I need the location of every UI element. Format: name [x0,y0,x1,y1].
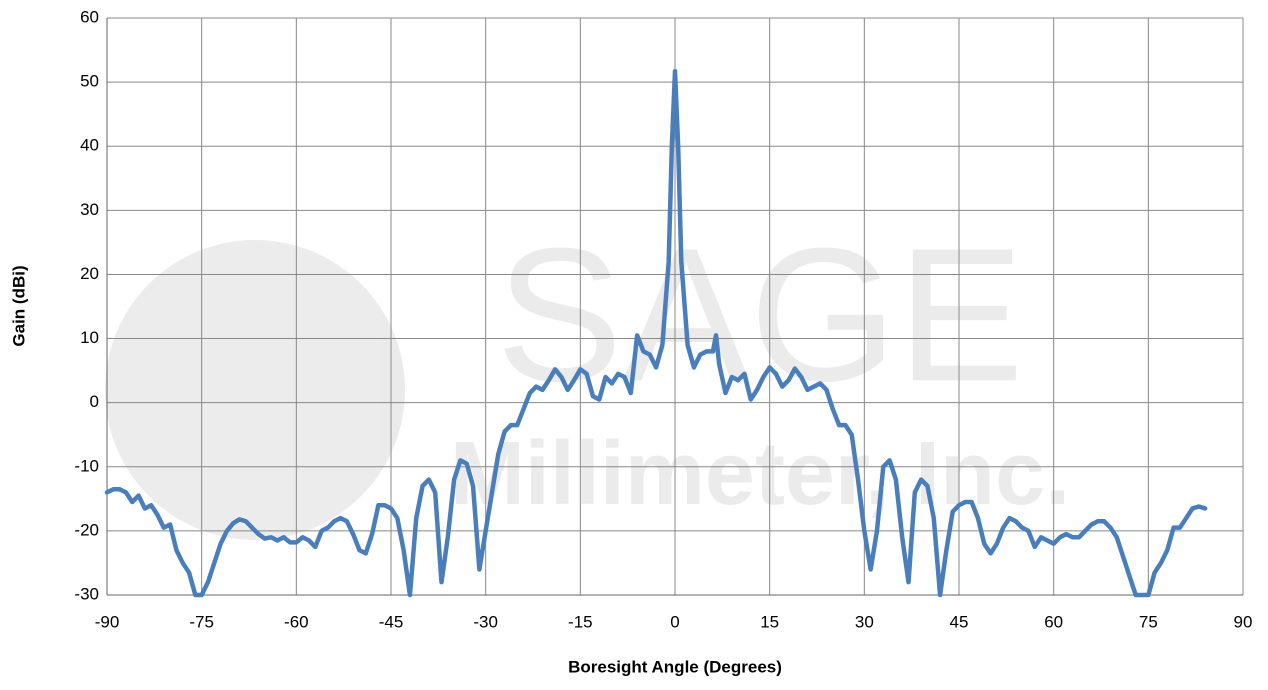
x-tick-label: -15 [568,612,593,631]
y-tick-label: 60 [80,7,99,26]
x-tick-label: 30 [855,612,874,631]
watermark-title: SAGE [496,209,1024,421]
y-tick-label: 30 [80,200,99,219]
data-line [104,68,1208,598]
x-tick-label: -90 [95,612,120,631]
y-tick-label: 0 [90,392,99,411]
x-axis-title: Boresight Angle (Degrees) [568,657,782,676]
x-tick-label: 60 [1044,612,1063,631]
y-tick-label: 20 [80,264,99,283]
y-tick-label: 40 [80,136,99,155]
watermark-subtitle: Millimeter, Inc. [450,424,1070,524]
watermark: SAGE Millimeter, Inc. [105,209,1070,540]
x-tick-label: -30 [473,612,498,631]
x-tick-label: 90 [1234,612,1253,631]
y-tick-label: -20 [74,520,99,539]
watermark-logo [105,240,405,540]
x-tick-label: 0 [670,612,679,631]
x-tick-label: -45 [379,612,404,631]
y-tick-label: 50 [80,72,99,91]
y-axis-title: Gain (dBi) [9,265,28,346]
y-tick-label: -30 [74,584,99,603]
x-tick-label: -60 [284,612,309,631]
x-tick-label: 15 [760,612,779,631]
x-tick-label: 75 [1139,612,1158,631]
y-tick-label: 10 [80,328,99,347]
x-tick-label: -75 [189,612,214,631]
y-tick-label: -10 [74,456,99,475]
x-tick-label: 45 [950,612,969,631]
